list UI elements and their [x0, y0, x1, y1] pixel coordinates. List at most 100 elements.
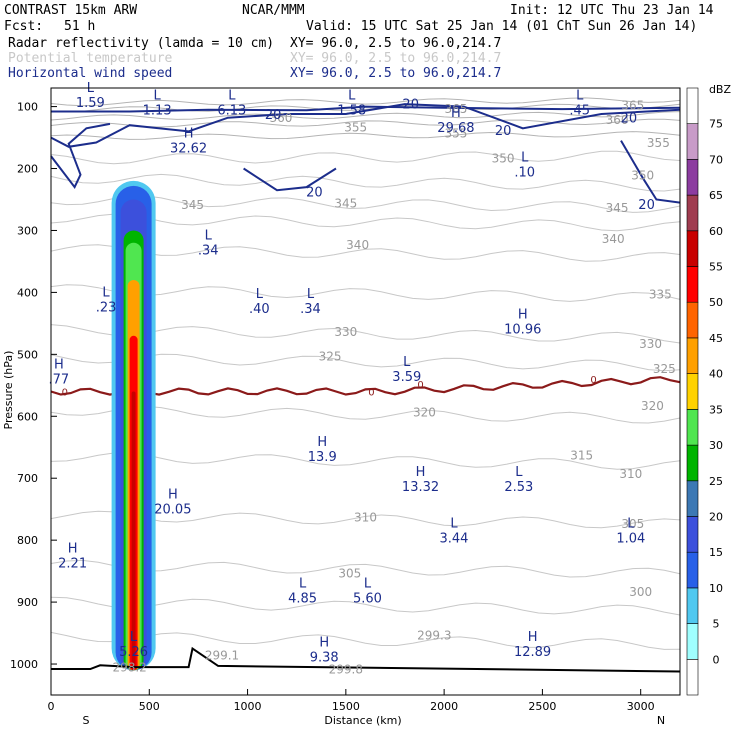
colorbar-tick-label: 50 — [709, 296, 723, 309]
colorbar-swatch — [686, 373, 699, 410]
isentrope-label: 355 — [647, 136, 670, 150]
freezing-level-line — [50, 376, 681, 396]
wind-contour-line — [50, 103, 681, 148]
colorbar-tick-label: 60 — [709, 225, 723, 238]
isentrope-label: 365 — [444, 102, 467, 116]
wind-contour-line — [51, 105, 681, 113]
colorbar-swatch — [686, 658, 699, 696]
extremum-value: .45 — [569, 104, 590, 119]
isentrope-label: 355 — [344, 120, 367, 134]
extremum-value: 32.62 — [170, 141, 207, 156]
colorbar-tick-label: 35 — [709, 403, 723, 416]
isentrope-label: 300 — [629, 585, 652, 599]
wind-contour-line — [50, 122, 111, 190]
colorbar-tick-label: 10 — [709, 582, 723, 595]
extremum-value: .40 — [249, 302, 270, 317]
wind-contour-line — [243, 167, 337, 192]
isentrope-line — [50, 559, 681, 578]
x-axis-label: Distance (km) — [324, 714, 401, 727]
y-axis-label: Pressure (hPa) — [2, 351, 15, 430]
x-tick-label: 500 — [139, 700, 160, 713]
extremum-value: .34 — [300, 302, 321, 317]
isentrope-line — [50, 324, 681, 344]
extremum-marker: L — [521, 151, 529, 166]
isentrope-label: 355 — [444, 127, 467, 141]
x-end-label-south: S — [83, 714, 90, 727]
isentrope-line — [50, 510, 681, 529]
colorbar-tick-label: 25 — [709, 475, 723, 488]
field-xy-reflectivity: XY= 96.0, 2.5 to 96.0,214.7 — [290, 36, 501, 51]
x-tick-label: 0 — [48, 700, 55, 713]
isentrope-line — [50, 452, 681, 470]
colorbar-tick-label: 75 — [709, 118, 723, 131]
extremum-marker: H — [518, 307, 528, 322]
extremum-marker: L — [102, 286, 110, 301]
x-tick-label: 3000 — [627, 700, 655, 713]
init-time: Init: 12 UTC Thu 23 Jan 14 — [510, 3, 714, 18]
axes: 0 500 1000 1500 2000 2500 30001002003004005006… — [10, 87, 681, 713]
forecast-label: Fcst: — [4, 19, 43, 34]
colorbar-swatch — [686, 87, 699, 125]
field-xy-wind: XY= 96.0, 2.5 to 96.0,214.7 — [290, 66, 501, 81]
colorbar-swatch — [686, 623, 699, 660]
wind-contour-label: 20 — [402, 97, 419, 112]
colorbar-tick-label: 20 — [709, 511, 723, 524]
extremum-value: 1.59 — [76, 96, 105, 111]
extremum-value: .23 — [96, 301, 117, 316]
colorbar-swatch — [686, 551, 699, 589]
x-tick-label: 2000 — [430, 700, 458, 713]
extremum-value: 4.85 — [288, 592, 317, 607]
wind-contour-line — [620, 140, 681, 204]
isentrope-label: 305 — [621, 517, 644, 531]
isentrope-label: 345 — [181, 198, 204, 212]
extremum-value: .77 — [49, 372, 70, 387]
isentrope-line — [50, 213, 681, 232]
valid-time: Valid: 15 UTC Sat 25 Jan 14 (01 ChT Sun … — [306, 19, 697, 34]
wind-contour-label: 20 — [306, 185, 323, 200]
extremum-marker: H — [54, 357, 64, 372]
extremum-value: 5.60 — [353, 592, 382, 607]
extremum-value: 2.53 — [504, 480, 533, 495]
extremum-marker: L — [364, 577, 372, 592]
y-tick-label: 1000 — [10, 658, 38, 671]
wind-contour-label: 20 — [621, 112, 638, 127]
freezing-level-label: 0 — [368, 388, 374, 399]
x-tick-label: 2500 — [528, 700, 556, 713]
extremum-value: 12.89 — [514, 645, 551, 660]
extremum-marker: L — [87, 81, 95, 96]
isentrope-label: 340 — [346, 238, 369, 252]
isentrope-line — [50, 195, 681, 213]
model-title: CONTRAST 15km ARW — [4, 3, 137, 18]
y-tick-label: 400 — [17, 286, 38, 299]
colorbar-swatch — [686, 194, 699, 232]
isentrope-line — [50, 150, 681, 165]
field-name-reflectivity: Radar reflectivity (lamda = 10 cm) — [8, 36, 274, 51]
isentrope-line — [50, 353, 681, 372]
field-name-wind: Horizontal wind speed — [8, 66, 172, 81]
extremum-marker: H — [416, 465, 426, 480]
colorbar-swatch — [686, 230, 699, 267]
colorbar: 0 5 10 15 20 25 30 35 40 45 50 55 60 65 70 75 — [686, 87, 723, 696]
isentrope-line — [50, 244, 681, 262]
extremum-value: 1.13 — [143, 104, 172, 119]
colorbar-swatch — [686, 301, 699, 339]
extremum-value: 13.32 — [402, 480, 439, 495]
colorbar-swatch — [686, 516, 699, 553]
y-tick-label: 200 — [17, 163, 38, 176]
extremum-value: 20.05 — [154, 503, 191, 518]
colorbar-unit: dBZ — [709, 83, 732, 96]
isentrope-label: 335 — [649, 288, 672, 302]
extremum-value: 9.38 — [310, 651, 339, 666]
x-end-label-north: N — [657, 714, 665, 727]
extremum-value: 3.59 — [392, 370, 421, 385]
freezing-level-label: 0 — [62, 388, 68, 399]
extremum-marker: H — [319, 636, 329, 651]
colorbar-tick-label: 45 — [709, 332, 723, 345]
extremum-marker: L — [348, 89, 356, 104]
isentrope-line — [50, 631, 681, 650]
plot-frame — [50, 87, 681, 696]
colorbar-swatch — [686, 123, 699, 160]
center-name: NCAR/MMM — [242, 3, 305, 18]
extremum-marker: L — [256, 287, 264, 302]
